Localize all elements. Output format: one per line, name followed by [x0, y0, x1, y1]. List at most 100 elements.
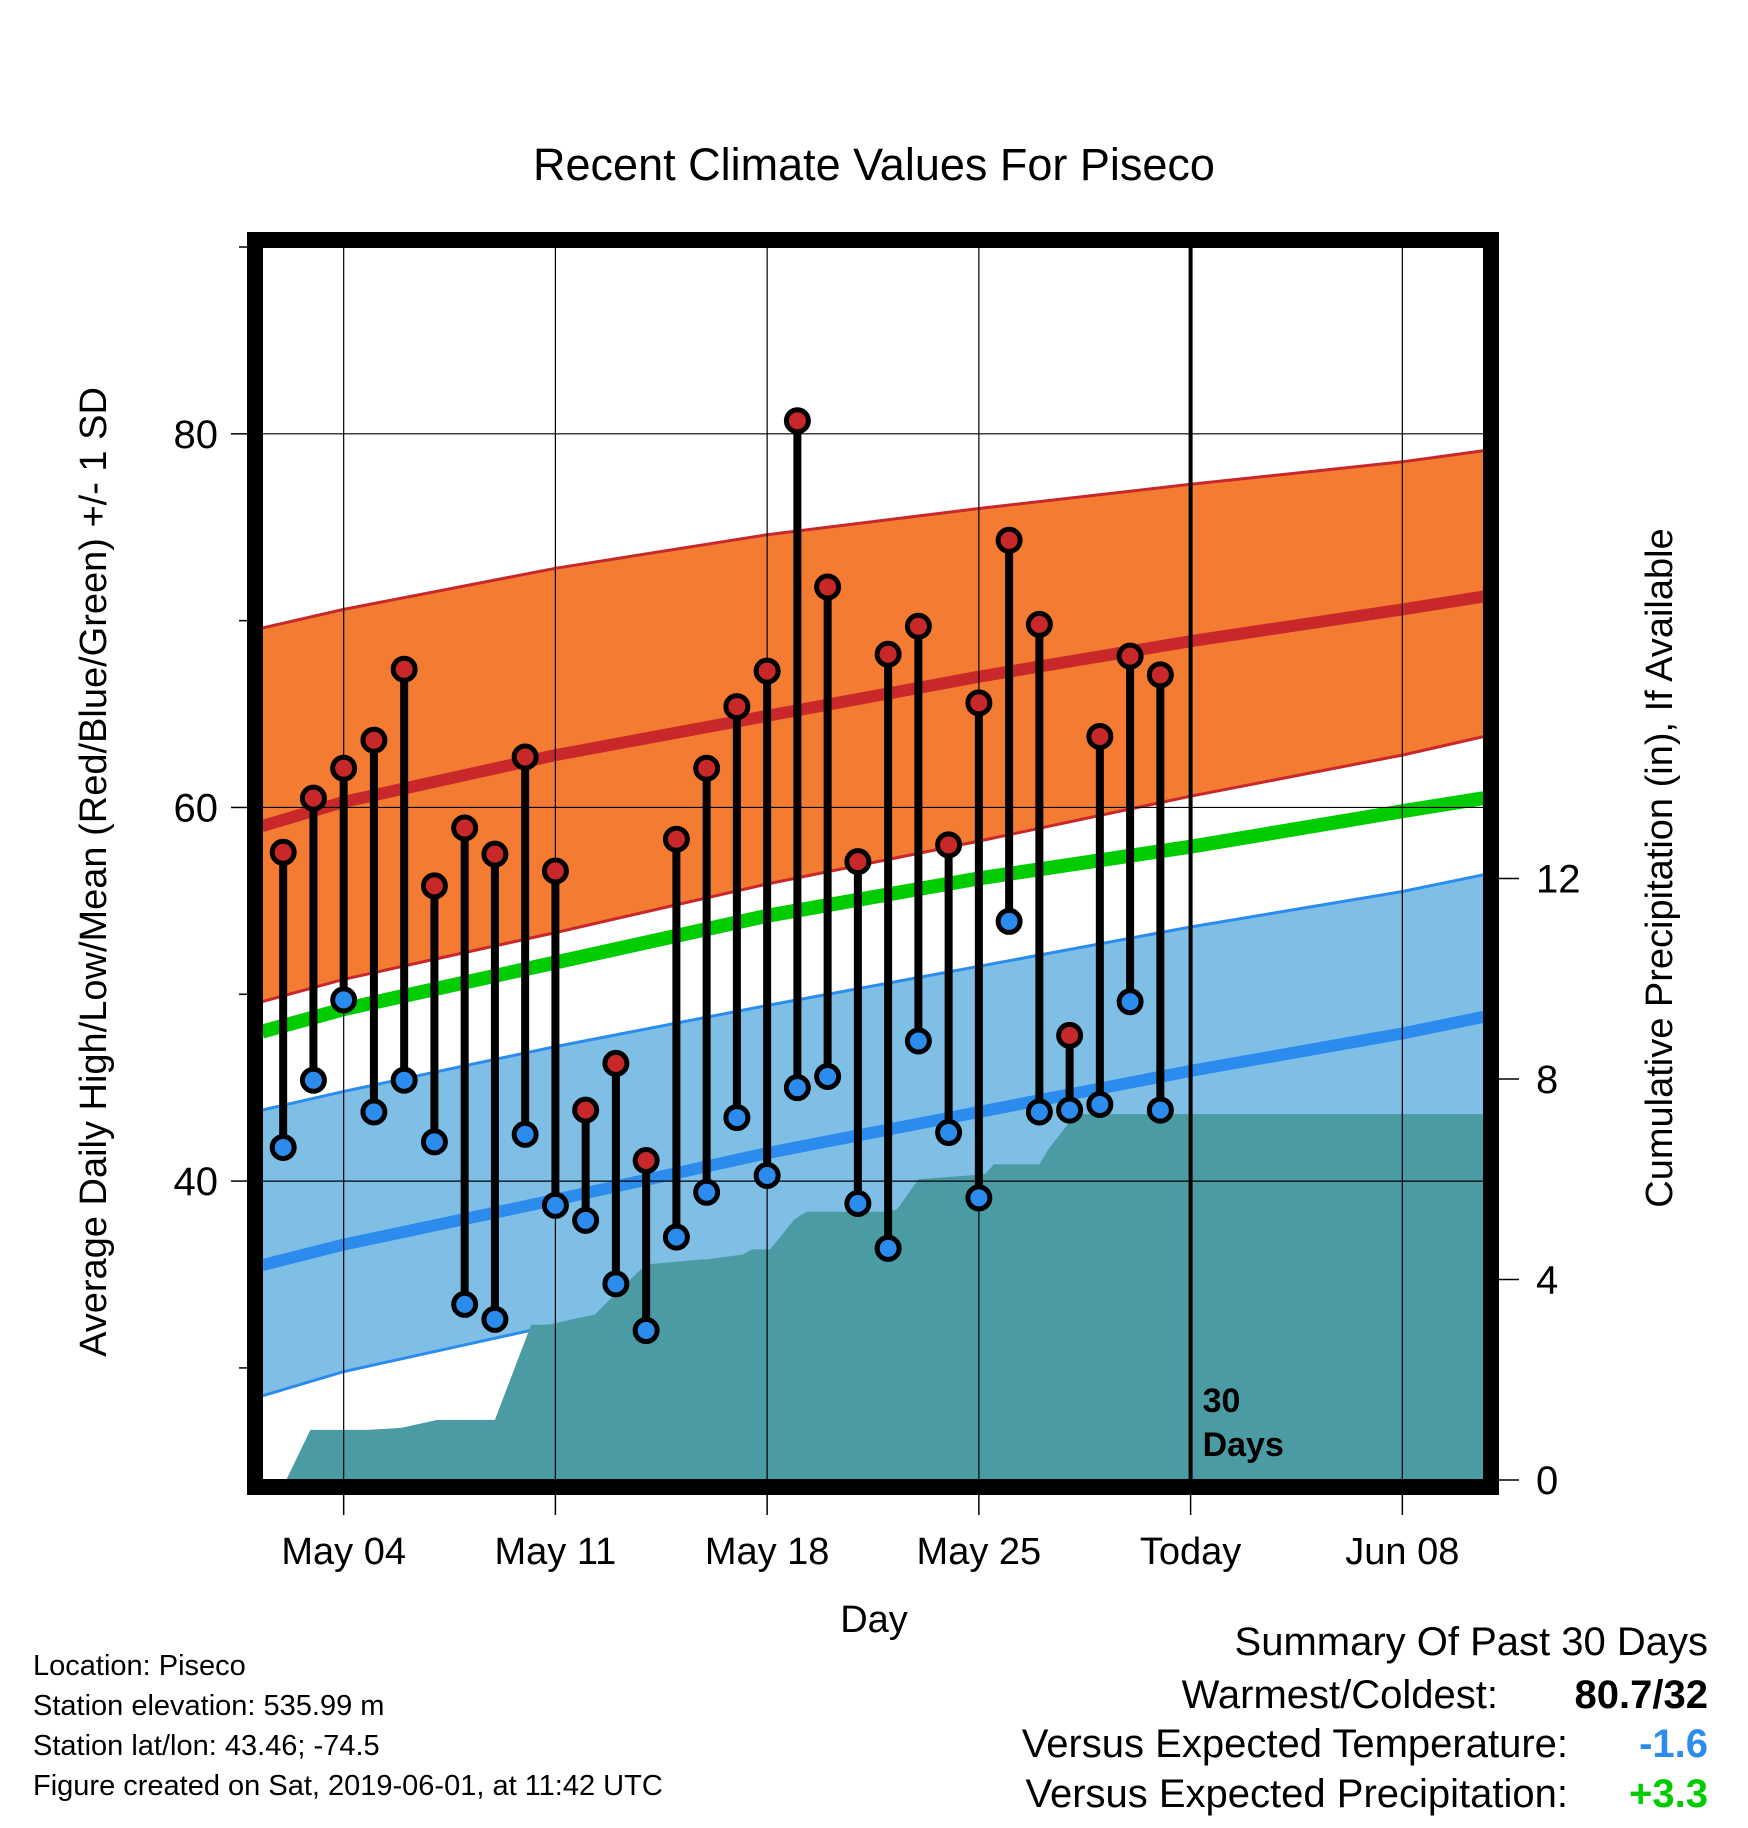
- obs-high-dot: [602, 1049, 630, 1077]
- obs-high-dot: [844, 848, 872, 876]
- obs-low-dot: [662, 1223, 690, 1251]
- latlon-text: Station lat/lon: 43.46; -74.5: [33, 1730, 380, 1762]
- obs-low-dot: [602, 1270, 630, 1298]
- obs-high-dot: [632, 1147, 660, 1175]
- y-tick-label: 60: [174, 786, 219, 830]
- obs-high-dot: [814, 573, 842, 601]
- temp-label: Versus Expected Temperature:: [1021, 1722, 1568, 1766]
- obs-low-dot: [511, 1120, 539, 1148]
- high-upper-line: [261, 449, 1485, 630]
- precip-area: [286, 1114, 1485, 1480]
- precip-label: Versus Expected Precipitation:: [1025, 1772, 1568, 1816]
- obs-high-dot: [1146, 661, 1174, 689]
- obs-low-dot: [420, 1128, 448, 1156]
- x-tick-label: May 11: [495, 1531, 617, 1573]
- x-tick-label: Today: [1140, 1531, 1241, 1573]
- obs-low-dot: [965, 1184, 993, 1212]
- normal-low-line: [260, 1010, 1486, 1272]
- obs-high-dot: [541, 857, 569, 885]
- obs-low-dot: [572, 1206, 600, 1234]
- obs-low-dot: [1116, 988, 1144, 1016]
- location-text: Location: Piseco: [33, 1650, 246, 1682]
- high-sd-band: [262, 450, 1484, 1002]
- y-axis-label: Average Daily High/Low/Mean (Red/Blue/Gr…: [73, 387, 115, 1357]
- obs-low-dot: [753, 1161, 781, 1189]
- obs-low-dot: [783, 1074, 811, 1102]
- x-tick-label: Jun 08: [1345, 1531, 1459, 1573]
- axes: 40 60 80 0 4 8 12 May 04 May 11 May 18 May 25 Today…: [174, 232, 1581, 1573]
- summary-heading: Summary Of Past 30 Days: [1234, 1620, 1708, 1664]
- obs-high-dot: [1056, 1021, 1084, 1049]
- obs-high-dot: [360, 726, 388, 754]
- obs-low-dot: [874, 1234, 902, 1262]
- obs-low-dot: [1086, 1090, 1114, 1118]
- elevation-text: Station elevation: 535.99 m: [33, 1690, 385, 1722]
- chart-title: Recent Climate Values For Piseco: [533, 139, 1215, 190]
- y2-tick-label: 8: [1536, 1058, 1558, 1102]
- obs-low-dot: [632, 1317, 660, 1345]
- low-upper-line: [261, 873, 1485, 1112]
- obs-high-dot: [511, 743, 539, 771]
- normal-high-line: [260, 590, 1485, 832]
- obs-high-dot: [662, 825, 690, 853]
- obs-high-dot: [451, 814, 479, 842]
- obs-low-dot: [844, 1190, 872, 1218]
- obs-high-dot: [904, 612, 932, 640]
- normal-mean-line: [260, 791, 1486, 1039]
- obs-low-dot: [995, 907, 1023, 935]
- y-tick-label: 80: [174, 413, 219, 457]
- obs-low-dot: [904, 1027, 932, 1055]
- obs-high-dot: [995, 526, 1023, 554]
- x-tick-label: May 25: [917, 1531, 1042, 1573]
- warm-cold-value: 80.7/32: [1574, 1673, 1708, 1717]
- obs-high-dot: [693, 754, 721, 782]
- obs-low-dot: [360, 1098, 388, 1126]
- today-note-unit: Days: [1203, 1426, 1284, 1464]
- obs-high-dot: [572, 1096, 600, 1124]
- obs-high-dot: [874, 640, 902, 668]
- y-tick-label: 40: [174, 1160, 219, 1204]
- obs-low-dot: [390, 1066, 418, 1094]
- precip-value: +3.3: [1629, 1772, 1708, 1816]
- x-tick-label: May 04: [281, 1531, 406, 1573]
- obs-high-dot: [1025, 610, 1053, 638]
- temp-value: -1.6: [1639, 1722, 1708, 1766]
- obs-low-dot: [1056, 1096, 1084, 1124]
- obs-low-dot: [1025, 1098, 1053, 1126]
- obs-high-dot: [481, 840, 509, 868]
- obs-high-dot: [1116, 642, 1144, 670]
- obs-high-dot: [420, 872, 448, 900]
- obs-low-dot: [935, 1119, 963, 1147]
- obs-high-dot: [783, 407, 811, 435]
- obs-low-dot: [814, 1062, 842, 1090]
- high-lower-line: [261, 735, 1485, 1004]
- obs-high-dot: [723, 693, 751, 721]
- obs-low-dot: [269, 1133, 297, 1161]
- y2-axis-label: Cumulative Precipitation (in), If Availa…: [1639, 528, 1681, 1207]
- plot-frame: [247, 232, 1499, 1495]
- created-text: Figure created on Sat, 2019-06-01, at 11…: [33, 1770, 663, 1802]
- obs-low-dot: [541, 1191, 569, 1219]
- obs-high-dot: [269, 838, 297, 866]
- obs-low-dot: [299, 1066, 327, 1094]
- obs-low-dot: [723, 1104, 751, 1132]
- obs-high-dot: [330, 754, 358, 782]
- y2-tick-label: 4: [1536, 1259, 1558, 1303]
- warm-cold-label: Warmest/Coldest:: [1181, 1673, 1498, 1717]
- obs-high-dot: [965, 689, 993, 717]
- obs-low-dot: [693, 1178, 721, 1206]
- x-axis-label: Day: [840, 1599, 908, 1641]
- obs-high-dot: [1086, 722, 1114, 750]
- obs-low-dot: [330, 986, 358, 1014]
- y2-tick-label: 0: [1536, 1459, 1558, 1503]
- obs-high-dot: [753, 657, 781, 685]
- obs-high-dot: [299, 784, 327, 812]
- obs-low-dot: [451, 1290, 479, 1318]
- x-tick-label: May 18: [705, 1531, 830, 1573]
- plot-area: 30 Days: [260, 247, 1486, 1480]
- obs-low-dot: [1146, 1096, 1174, 1124]
- today-note-count: 30: [1203, 1382, 1241, 1420]
- obs-high-dot: [935, 831, 963, 859]
- obs-low-dot: [481, 1305, 509, 1333]
